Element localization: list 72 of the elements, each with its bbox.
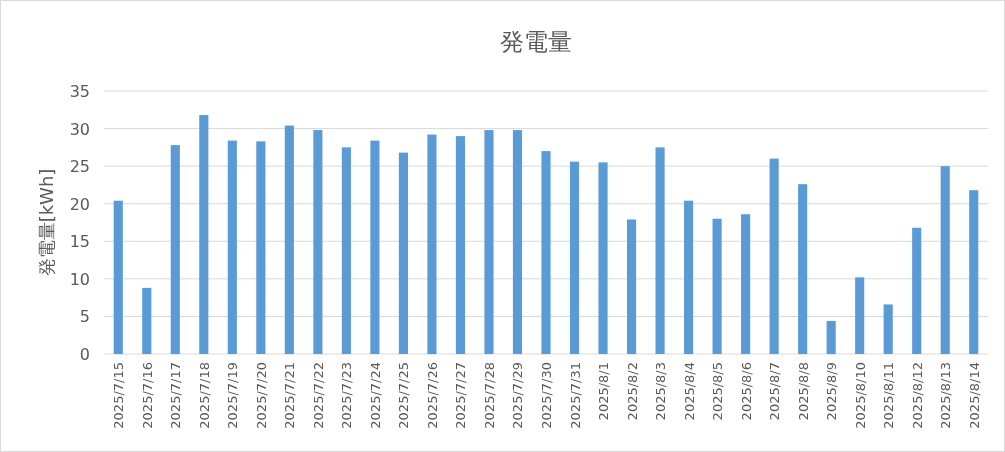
y-tick-label: 20: [69, 194, 90, 214]
bar: [484, 130, 494, 354]
x-tick-label: 2025/8/12: [909, 362, 925, 429]
y-tick-label: 25: [69, 157, 90, 177]
x-tick-label: 2025/8/6: [738, 362, 754, 421]
x-tick-label: 2025/8/8: [795, 362, 811, 421]
bar: [598, 162, 608, 354]
x-tick-label: 2025/8/5: [710, 362, 726, 421]
y-tick-label: 5: [79, 307, 90, 327]
x-tick-label: 2025/7/17: [168, 362, 184, 429]
bar: [199, 115, 209, 354]
bar: [798, 184, 808, 354]
x-tick-label: 2025/8/1: [596, 362, 612, 421]
x-tick-label: 2025/7/23: [339, 362, 355, 429]
x-tick-label: 2025/7/19: [225, 362, 241, 429]
bar: [341, 147, 351, 354]
x-tick-label: 2025/7/21: [282, 362, 298, 429]
x-tick-label: 2025/8/10: [852, 362, 868, 429]
bar: [883, 304, 893, 354]
x-tick-label: 2025/7/26: [424, 362, 440, 429]
bar: [512, 130, 523, 354]
bar: [398, 152, 408, 354]
bar: [370, 140, 380, 354]
y-tick-label: 15: [69, 232, 90, 252]
x-tick-label: 2025/7/25: [396, 362, 412, 429]
y-tick-label: 0: [79, 345, 90, 364]
y-tick-label: 35: [69, 82, 90, 101]
bar: [569, 161, 580, 354]
bar: [769, 158, 779, 354]
x-tick-label: 2025/8/7: [767, 362, 783, 421]
x-tick-label: 2025/8/2: [624, 362, 640, 421]
bar: [855, 277, 865, 354]
bar: [170, 145, 180, 354]
x-tick-label: 2025/7/22: [310, 362, 326, 429]
bar: [655, 147, 665, 354]
x-tick-label: 2025/7/30: [539, 362, 554, 429]
x-tick-label: 2025/8/3: [653, 362, 669, 421]
y-axis-title: 発電量[kWh]: [36, 168, 57, 277]
bar: [826, 320, 836, 354]
bar: [969, 190, 979, 354]
bar: [940, 166, 950, 354]
bar: [626, 219, 637, 354]
bar: [313, 130, 323, 354]
bar: [284, 125, 294, 354]
x-tick-label: 2025/7/27: [453, 362, 469, 429]
bar: [741, 214, 751, 354]
x-tick-label: 2025/8/14: [966, 362, 982, 429]
y-tick-label: 10: [69, 269, 90, 289]
x-tick-label: 2025/7/31: [567, 362, 583, 429]
x-tick-label: 2025/8/4: [681, 362, 697, 421]
x-tick-label: 2025/7/16: [139, 362, 155, 429]
x-tick-label: 2025/8/11: [881, 362, 897, 429]
x-tick-label: 2025/7/18: [196, 362, 212, 429]
x-tick-label: 2025/7/24: [367, 362, 383, 429]
bar: [227, 140, 237, 354]
x-tick-label: 2025/7/15: [111, 362, 127, 429]
x-tick-label: 2025/8/13: [938, 362, 954, 429]
bar: [256, 141, 266, 354]
bar: [455, 136, 466, 354]
bar: [684, 200, 694, 354]
bar: [113, 200, 123, 354]
x-tick-label: 2025/7/20: [253, 362, 269, 429]
bar: [427, 134, 437, 354]
y-tick-label: 30: [69, 119, 90, 139]
x-tick-label: 2025/7/28: [481, 362, 497, 429]
x-tick-label: 2025/7/29: [510, 362, 526, 429]
x-tick-label: 2025/8/9: [824, 362, 840, 421]
chart-title: 発電量: [500, 28, 572, 56]
bar: [541, 151, 551, 354]
bar: [712, 218, 722, 354]
bar: [912, 227, 922, 354]
bar: [142, 287, 152, 354]
